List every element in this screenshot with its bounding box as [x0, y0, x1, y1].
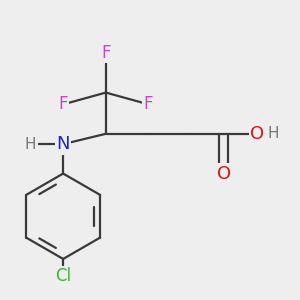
Text: N: N: [56, 135, 70, 153]
Text: F: F: [101, 44, 111, 62]
Text: H: H: [268, 126, 279, 141]
Text: Cl: Cl: [55, 267, 71, 285]
Text: F: F: [58, 95, 68, 113]
Text: O: O: [217, 165, 231, 183]
Text: F: F: [144, 95, 153, 113]
Text: O: O: [250, 125, 265, 143]
Text: H: H: [25, 136, 37, 152]
